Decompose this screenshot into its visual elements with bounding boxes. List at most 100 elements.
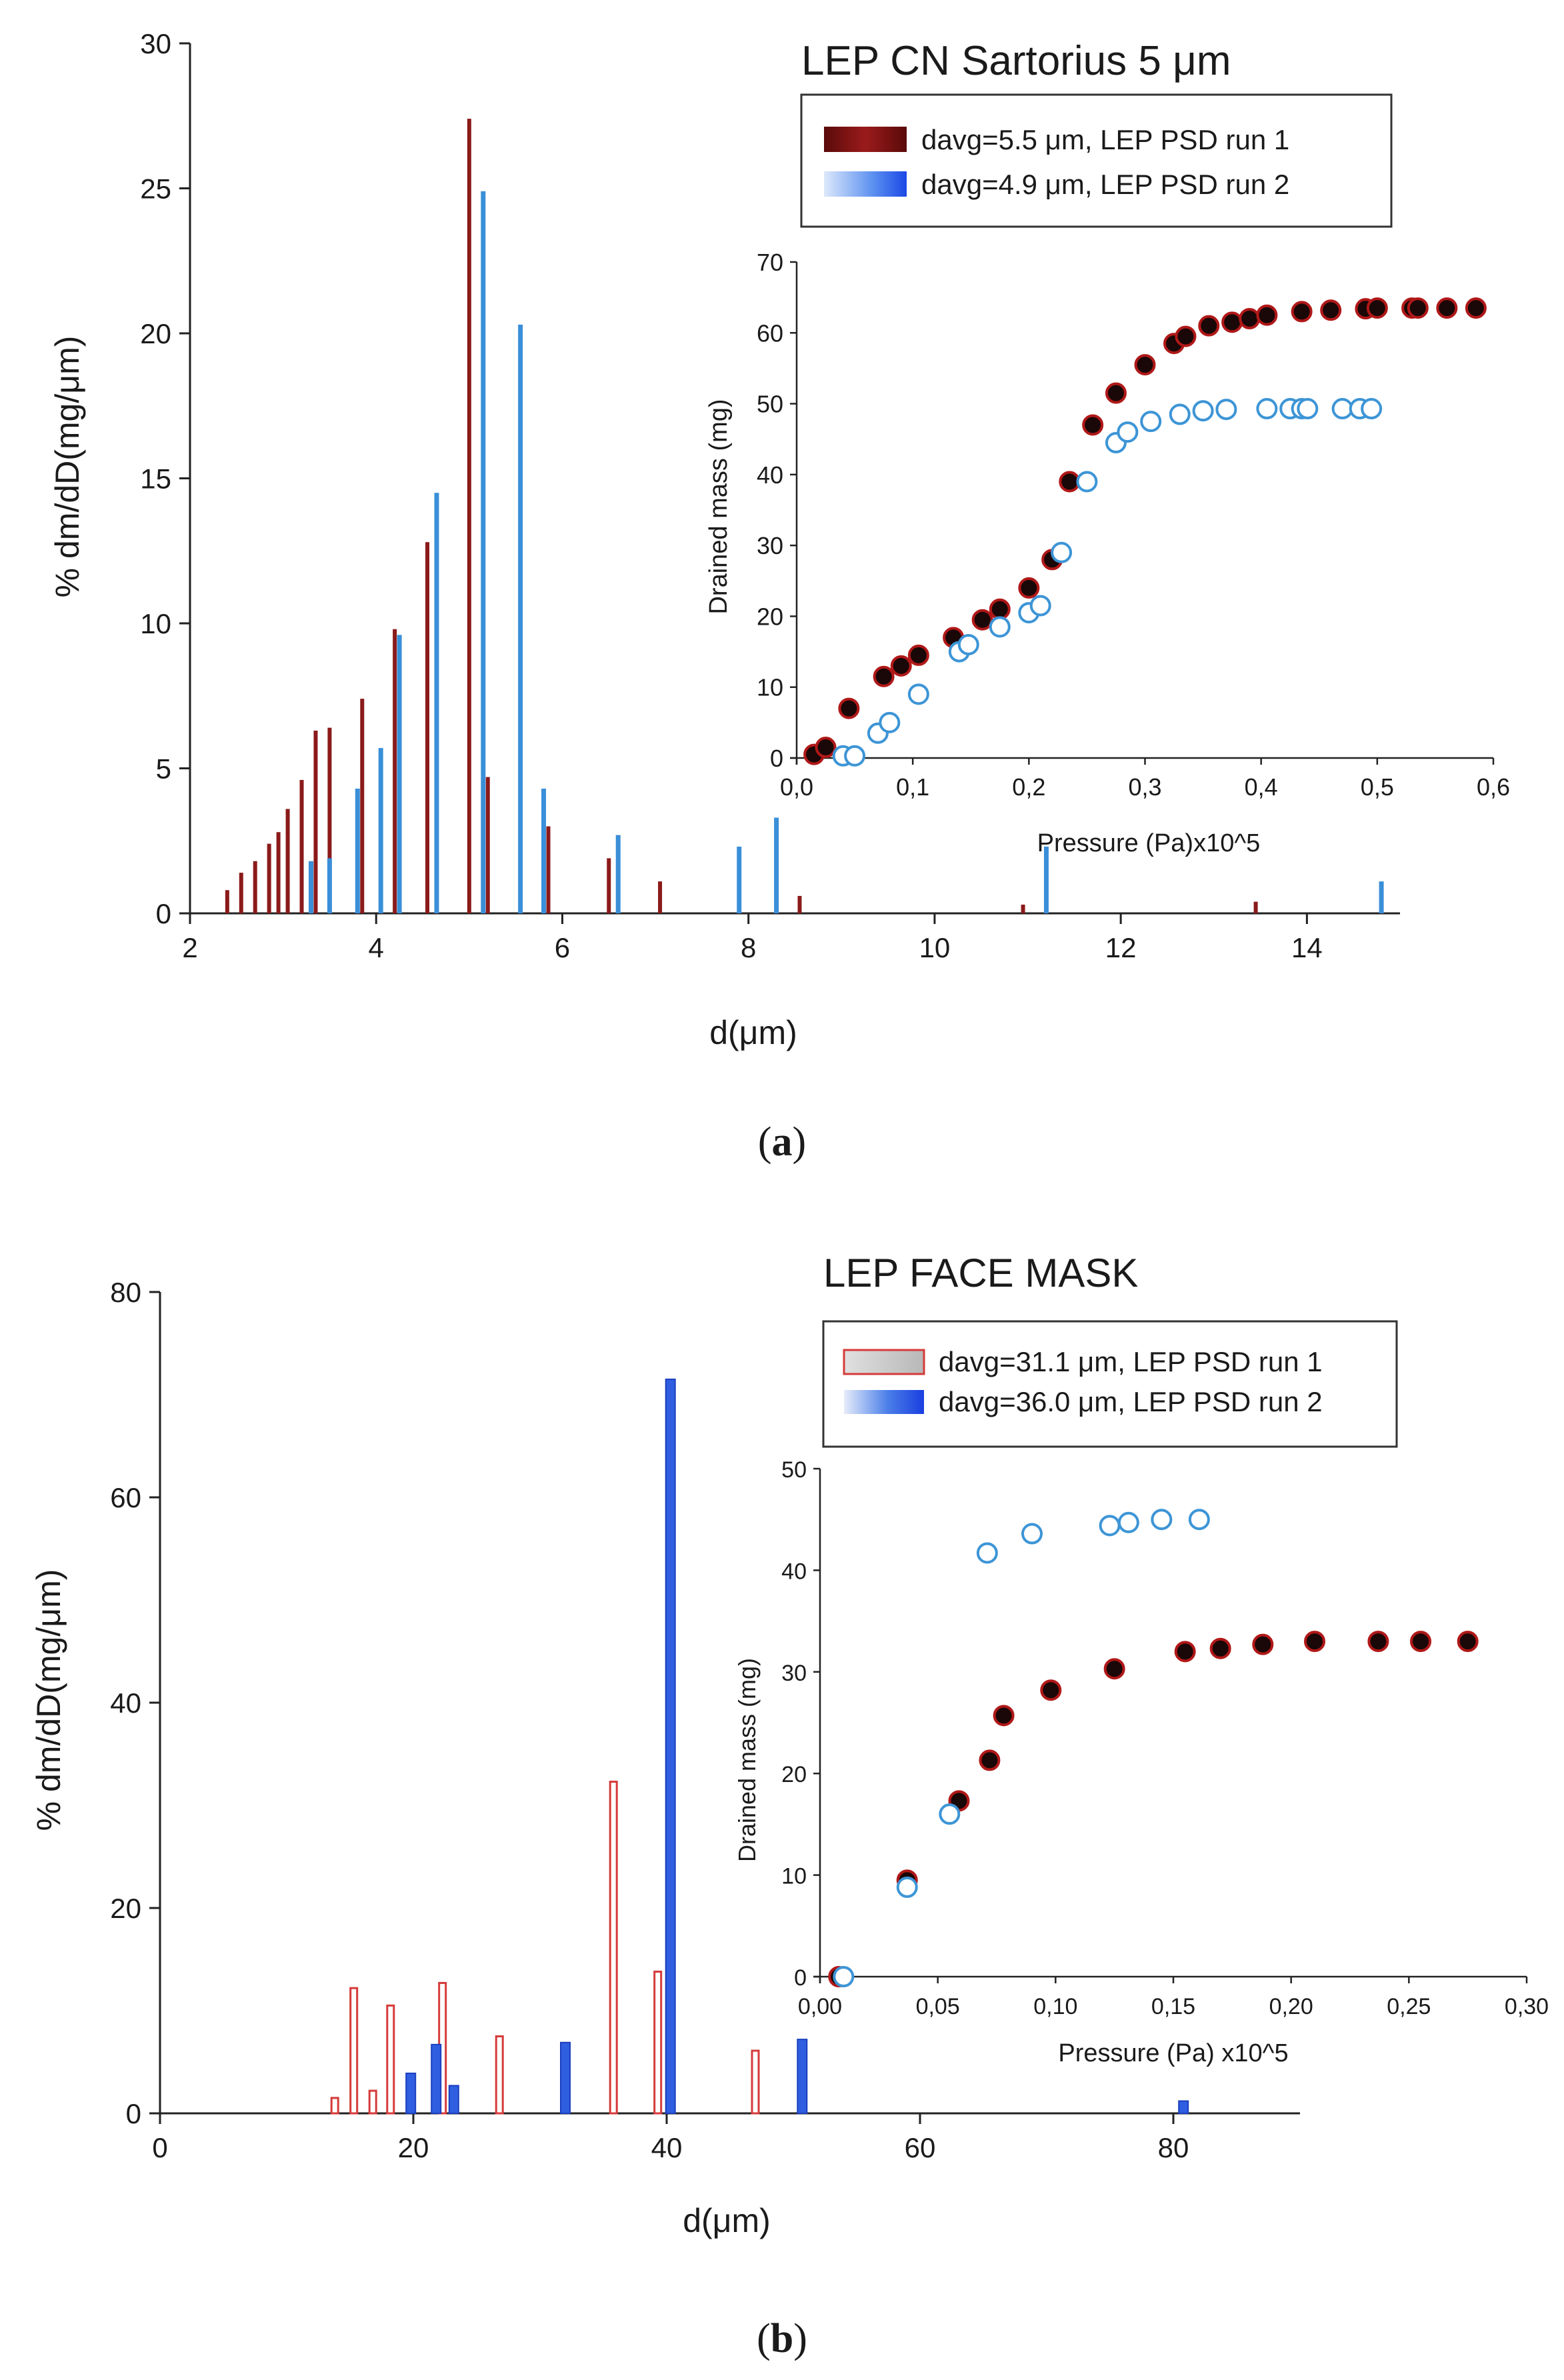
bar-run1: [797, 895, 802, 913]
x-tick-label: 80: [1158, 2132, 1189, 2163]
caption-b: (b): [757, 2316, 807, 2361]
legend-swatch-run1: [824, 127, 907, 152]
inset-point-run1: [1252, 1633, 1274, 1655]
inset-point-run1: [1018, 577, 1040, 599]
chart-b-legend: davg=31.1 μm, LEP PSD run 1 davg=36.0 μm…: [822, 1320, 1398, 1448]
chart-a-inset-axes: 0 10 20 30 40 50 60 70 0,0 0,1 0,2 0,3 0,4 0,5 0,6: [757, 249, 1510, 801]
bar-run2: [774, 817, 779, 913]
inset-x-tick-label: 0,4: [1245, 773, 1278, 801]
chart-a-main-plot: 0 5 10 15 20 25 30 2 4 6 8 10 12 14: [140, 28, 1400, 963]
inset-point-run2: [844, 745, 866, 767]
chart-a: 0 5 10 15 20 25 30 2 4 6 8 10 12 14 d(μm) % dm/dD(mg…: [49, 28, 1510, 1051]
bar-run2: [378, 748, 383, 913]
inset-point-run2: [1169, 403, 1191, 425]
inset-point-run1: [1291, 301, 1313, 323]
chart-a-x-label: d(μm): [709, 1014, 797, 1051]
x-tick-label: 6: [555, 932, 570, 963]
inset-point-run2: [896, 1876, 918, 1898]
bar-run1: [267, 843, 271, 913]
chart-a-x-axis: 2 4 6 8 10 12 14: [182, 912, 1400, 963]
inset-point-run2: [1076, 471, 1098, 493]
y-tick-label: 30: [140, 28, 171, 59]
chart-b-title: LEP FACE MASK: [823, 1251, 1138, 1295]
caption-a: (a): [758, 1119, 806, 1165]
legend-swatch-run2: [844, 1390, 924, 1414]
inset-point-run1: [873, 665, 895, 687]
inset-point-run2: [1140, 411, 1162, 433]
y-tick-label: 40: [110, 1687, 141, 1719]
bar-run1: [327, 727, 332, 913]
inset-point-run1: [993, 1705, 1015, 1727]
y-tick-label: 5: [156, 753, 171, 785]
inset-point-run2: [976, 1542, 998, 1564]
y-tick-label: 15: [140, 463, 171, 495]
inset-y-tick-label: 30: [781, 1661, 807, 1686]
bar-run2: [518, 324, 523, 913]
inset-point-run1: [838, 697, 860, 719]
bar-run2: [541, 788, 547, 913]
bar-run2: [737, 846, 742, 913]
inset-point-run1: [1105, 382, 1127, 404]
inset-point-run1: [971, 609, 993, 631]
inset-y-tick-label: 40: [781, 1559, 807, 1584]
inset-y-tick-label: 10: [757, 674, 783, 701]
inset-point-run2: [1256, 398, 1278, 420]
inset-point-run1: [1174, 1641, 1196, 1663]
inset-y-tick-label: 30: [757, 532, 783, 559]
inset-point-run1: [1436, 297, 1458, 319]
chart-b-x-label: d(μm): [683, 2202, 771, 2239]
inset-point-run1: [1367, 1631, 1389, 1653]
inset-point-run1: [1320, 299, 1342, 321]
chart-b-main-plot: 0 20 40 60 80 0 20 40 60 80: [110, 1277, 1300, 2163]
chart-b-inset-points: [828, 1509, 1479, 1987]
chart-b-bars: [330, 1378, 1189, 2115]
inset-point-run1: [989, 598, 1011, 620]
bar-run2: [405, 2072, 417, 2114]
bar-run2: [309, 861, 313, 913]
chart-a-title: LEP CN Sartorius 5 μm: [801, 38, 1231, 84]
legend-swatch-run2: [824, 171, 907, 197]
chart-a-y-label: % dm/dD(mg/μm): [49, 336, 86, 598]
bar-run2: [665, 1378, 676, 2114]
inset-point-run1: [979, 1749, 1001, 1771]
bar-run1: [751, 2049, 760, 2115]
bar-run1: [495, 2035, 504, 2115]
bar-run1: [609, 1781, 618, 2115]
bar-run2: [1379, 881, 1384, 913]
chart-b-inset-x-label: Pressure (Pa) x10^5: [1058, 2039, 1288, 2067]
chart-b-y-label: % dm/dD(mg/μm): [30, 1569, 67, 1831]
inset-x-tick-label: 0,6: [1477, 773, 1510, 801]
bar-run2: [397, 635, 402, 913]
x-tick-label: 10: [919, 932, 951, 963]
bar-run1: [607, 858, 611, 913]
bar-run2: [481, 191, 486, 914]
inset-point-run2: [1151, 1509, 1173, 1531]
chart-a-inset: 0 10 20 30 40 50 60 70 0,0 0,1 0,2 0,3 0,4 0,5 0,6: [757, 249, 1510, 801]
inset-point-run2: [1021, 1523, 1043, 1545]
inset-point-run1: [1410, 1631, 1431, 1653]
chart-b-inset-axes: 0 10 20 30 40 50 0,00 0,05 0,10 0,15 0,20 0,25 0,30: [781, 1457, 1549, 2019]
inset-point-run2: [939, 1803, 961, 1825]
inset-y-tick-label: 50: [757, 391, 783, 418]
bar-run1: [313, 730, 318, 913]
chart-b-inset: 0 10 20 30 40 50 0,00 0,05 0,10 0,15 0,20 0,25 0,30: [781, 1457, 1549, 2019]
chart-a-inset-points: [803, 297, 1487, 767]
inset-point-run1: [1209, 1637, 1231, 1659]
inset-point-run1: [1221, 311, 1243, 333]
inset-point-run1: [1059, 471, 1081, 493]
legend-label-run1: davg=5.5 μm, LEP PSD run 1: [921, 124, 1289, 155]
inset-x-tick-label: 0,3: [1128, 773, 1161, 801]
bar-run1: [330, 2097, 339, 2115]
inset-point-run1: [1304, 1631, 1325, 1653]
x-tick-label: 12: [1105, 932, 1137, 963]
inset-y-tick-label: 0: [770, 745, 783, 772]
inset-x-tick-label: 0,05: [916, 1994, 960, 2019]
bar-run2: [797, 2039, 808, 2115]
inset-x-tick-label: 0,10: [1033, 1994, 1077, 2019]
inset-x-tick-label: 0,5: [1361, 773, 1394, 801]
chart-b-x-axis: 0 20 40 60 80: [152, 2112, 1300, 2163]
inset-point-run1: [907, 644, 929, 666]
inset-point-run2: [833, 1966, 855, 1987]
inset-point-run2: [1297, 398, 1319, 420]
chart-a-inset-x-label: Pressure (Pa)x10^5: [1037, 829, 1261, 857]
